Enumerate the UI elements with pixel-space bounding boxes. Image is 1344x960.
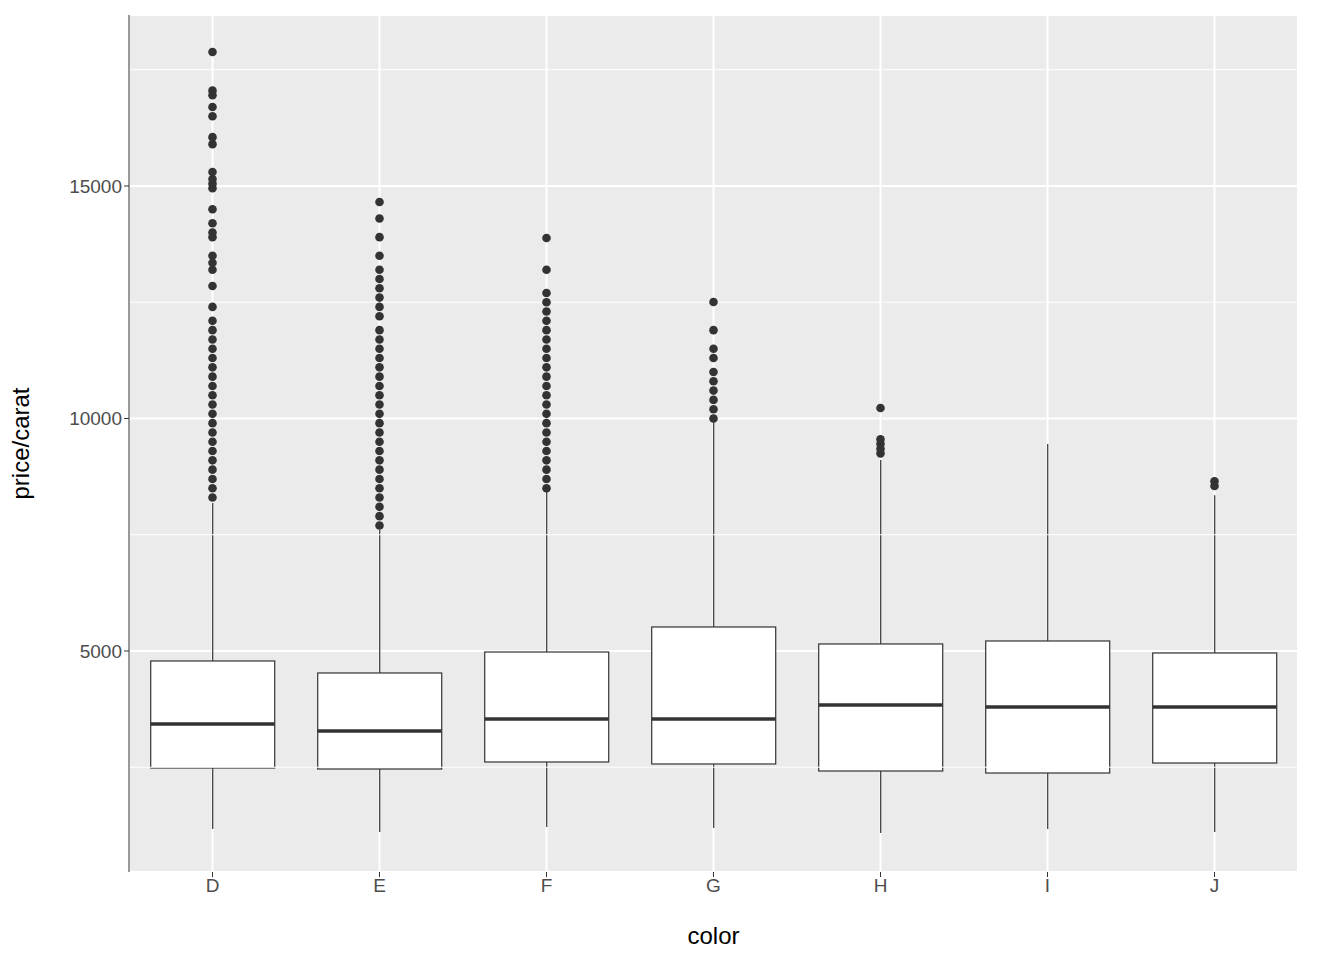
svg-text:5000: 5000 bbox=[80, 641, 122, 662]
svg-text:10000: 10000 bbox=[69, 408, 122, 429]
svg-text:G: G bbox=[706, 875, 721, 896]
svg-text:I: I bbox=[1045, 875, 1050, 896]
svg-text:15000: 15000 bbox=[69, 176, 122, 197]
svg-text:color: color bbox=[687, 922, 739, 949]
svg-text:E: E bbox=[373, 875, 386, 896]
svg-text:J: J bbox=[1210, 875, 1220, 896]
svg-text:D: D bbox=[206, 875, 220, 896]
svg-text:H: H bbox=[874, 875, 888, 896]
svg-text:price/carat: price/carat bbox=[8, 387, 34, 499]
svg-text:F: F bbox=[541, 875, 553, 896]
